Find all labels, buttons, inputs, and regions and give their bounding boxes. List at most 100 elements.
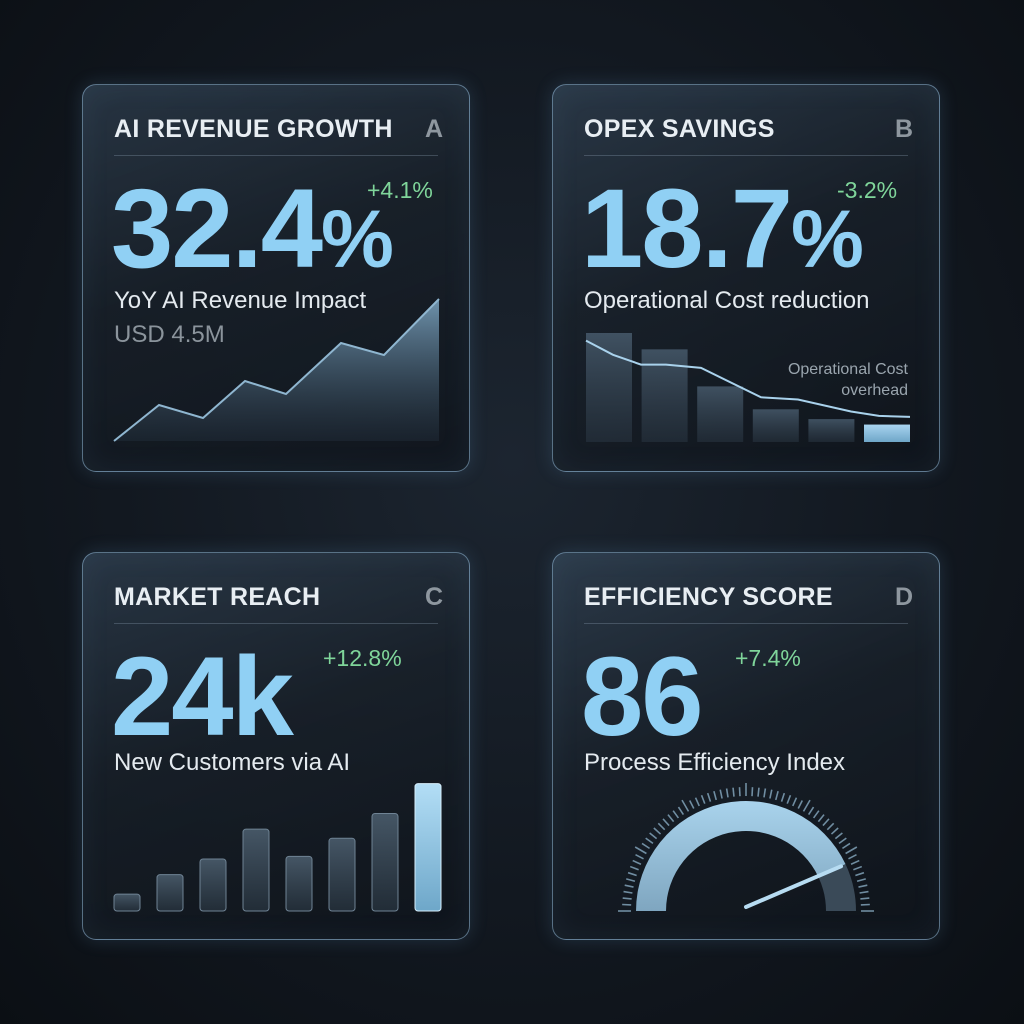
metric-subtitle: New Customers via AI [114, 749, 351, 776]
gauge-tick [662, 818, 670, 827]
gauge-tick [780, 792, 786, 802]
card-letter: B [894, 115, 913, 143]
gauge-tick [850, 859, 860, 865]
metric-unit: % [320, 194, 394, 285]
bar [864, 424, 910, 442]
gauge-tick [845, 846, 858, 855]
metric-subtitle: YoY AI Revenue Impact [114, 287, 367, 314]
card-title: AI REVENUE GROWTH [114, 115, 393, 143]
gauge-tick [725, 788, 729, 798]
bar [199, 858, 227, 912]
gauge-tick [688, 800, 695, 809]
gauge-tick [763, 788, 767, 798]
gauge-tick [632, 859, 642, 865]
gauge-tick [834, 832, 843, 840]
gauge-tick [634, 846, 647, 855]
gauge-tick [626, 878, 636, 883]
metric-value: 18.7% [581, 173, 864, 285]
card-efficiency-score[interactable]: EFFICIENCY SCORE D 86 +7.4% Process Effi… [552, 552, 940, 940]
area-chart [113, 298, 440, 442]
gauge-tick [830, 827, 839, 835]
gauge-tick [694, 797, 700, 807]
metric-subtitle: Process Efficiency Index [584, 749, 846, 776]
gauge-tick [856, 878, 866, 883]
gauge-tick [757, 787, 760, 797]
gauge-tick [802, 799, 811, 812]
gauge-tick [842, 842, 851, 850]
metric-detail: USD 4.5M [114, 321, 225, 348]
gauge-tick [700, 794, 706, 804]
bar-chart [113, 783, 442, 912]
metric-value: 32.4% [111, 173, 394, 285]
delta-badge: +4.1% [367, 177, 433, 203]
divider [114, 623, 438, 624]
gauge-tick [645, 837, 654, 845]
chart-note: Operational Cost overhead [787, 361, 908, 399]
gauge-tick [807, 806, 815, 815]
gauge-tick [786, 794, 792, 804]
gauge-tick [706, 792, 712, 802]
gauge-tick [855, 871, 865, 877]
delta-badge: +7.4% [735, 645, 801, 671]
card-title: EFFICIENCY SCORE [584, 583, 833, 611]
gauge-tick [657, 822, 666, 831]
bar [641, 349, 688, 442]
card-opex-savings[interactable]: OPEX SAVINGS B 18.7% -3.2% Operational C… [552, 84, 940, 472]
gauge-tick [826, 822, 835, 831]
divider [584, 155, 908, 156]
gauge-tick [792, 797, 798, 807]
bar [414, 783, 442, 912]
trend-line [585, 339, 911, 418]
gauge-tick [624, 884, 634, 888]
delta-badge: -3.2% [837, 177, 898, 203]
card-letter: D [894, 583, 913, 611]
gauge-fill [636, 801, 846, 911]
gauge-tick [627, 871, 637, 877]
gauge-tick [732, 787, 735, 797]
metric-value: 86 [581, 634, 704, 759]
bar [113, 893, 141, 912]
gauge-tick [860, 897, 870, 900]
gauge-tick [623, 890, 633, 894]
gauge-tick [769, 789, 773, 799]
gauge-tick [653, 827, 662, 835]
gauge-tick [848, 853, 857, 860]
gauge-tick [629, 865, 639, 871]
gauge-tick [858, 884, 868, 888]
bar [752, 409, 799, 442]
card-ai-revenue-growth[interactable]: AI REVENUE GROWTH A 32.4% +4.1% YoY AI R… [82, 84, 470, 472]
gauge-tick [649, 832, 658, 840]
bar [697, 386, 744, 442]
metric-unit: % [790, 194, 864, 285]
bar [285, 855, 313, 912]
gauge-tick [641, 842, 650, 850]
metric-number: 18.7 [581, 166, 793, 291]
gauge-tick [713, 791, 718, 801]
bar [371, 813, 399, 912]
bar [328, 837, 356, 912]
gauge-tick [681, 799, 690, 812]
gauge-tick [853, 865, 863, 871]
gauge-tick [838, 837, 847, 845]
card-letter: C [424, 583, 443, 611]
divider [584, 623, 908, 624]
gauge-tick [719, 789, 723, 799]
delta-badge: +12.8% [323, 645, 402, 671]
gauge-tick [635, 853, 644, 860]
gauge-chart [618, 783, 874, 912]
bar-line-chart [585, 333, 911, 442]
gauge-tick [774, 791, 779, 801]
gauge-tick [822, 818, 830, 827]
gauge-track [818, 864, 856, 911]
card-market-reach[interactable]: MARKET REACH C 24k +12.8% New Customers … [82, 552, 470, 940]
divider [114, 155, 438, 156]
card-title: MARKET REACH [114, 583, 321, 611]
metric-subtitle: Operational Cost reduction [584, 287, 870, 314]
gauge-needle [744, 864, 844, 909]
gauge-tick [859, 890, 869, 894]
area-line [113, 298, 440, 442]
gauge-tick [677, 806, 685, 815]
gauge-tick [672, 810, 680, 819]
gauge-tick [667, 814, 675, 823]
bar [586, 333, 632, 442]
